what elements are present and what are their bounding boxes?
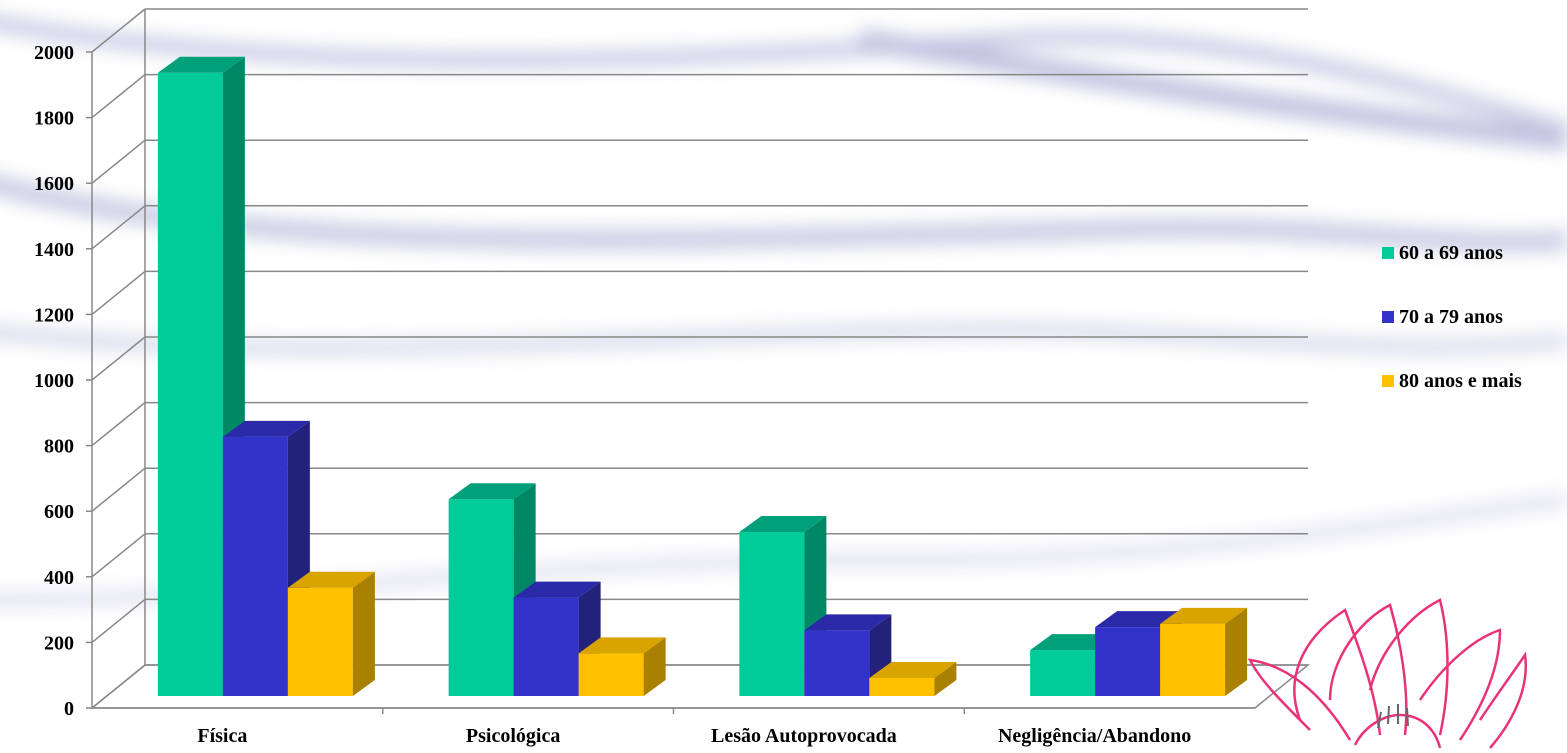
bar bbox=[578, 637, 666, 696]
bar-top bbox=[869, 661, 957, 678]
bar-front bbox=[513, 597, 579, 696]
gridline-side bbox=[91, 8, 146, 53]
y-tick-label: 1400 bbox=[34, 239, 74, 261]
bar-front bbox=[804, 630, 870, 696]
bar-front bbox=[869, 677, 935, 696]
bar-front bbox=[1030, 650, 1096, 696]
gridline-side bbox=[91, 270, 146, 315]
gridline-side bbox=[91, 402, 146, 447]
bar-top bbox=[222, 420, 310, 437]
y-tick-label: 200 bbox=[44, 632, 74, 654]
legend-label: 60 a 69 anos bbox=[1399, 241, 1503, 264]
legend-item-60-69: 60 a 69 anos bbox=[1382, 236, 1522, 270]
y-tick-label: 600 bbox=[44, 501, 74, 523]
x-tick-label: Negligência/Abandono bbox=[998, 725, 1191, 747]
y-tick-label: 1000 bbox=[34, 370, 74, 392]
x-tick-label: Lesão Autoprovocada bbox=[711, 725, 897, 747]
gridline-side bbox=[91, 205, 146, 250]
bar-front bbox=[157, 72, 223, 697]
legend-swatch bbox=[1382, 247, 1394, 259]
bar bbox=[287, 571, 375, 696]
bar bbox=[1160, 607, 1248, 696]
x-tick-label: Física bbox=[197, 725, 247, 747]
legend-swatch bbox=[1382, 311, 1394, 323]
bar-front bbox=[739, 532, 805, 696]
legend-label: 80 anos e mais bbox=[1399, 369, 1522, 392]
lotus-logo bbox=[1247, 598, 1528, 749]
legend-item-80-plus: 80 anos e mais bbox=[1382, 364, 1522, 398]
y-tick-label: 1600 bbox=[34, 173, 74, 195]
bar-side bbox=[352, 571, 375, 696]
y-tick-label: 2000 bbox=[34, 42, 74, 64]
bar-front bbox=[287, 587, 353, 696]
bar-top bbox=[287, 571, 375, 588]
gridline-side bbox=[91, 598, 146, 643]
chart-labels: 0 200 400 600 800 1000 1200 1400 1600 1800 2000 Fís… bbox=[34, 42, 1191, 747]
bar-side bbox=[643, 637, 666, 696]
y-tick-label: 0 bbox=[64, 698, 74, 720]
legend-label: 70 a 79 anos bbox=[1399, 305, 1503, 328]
bar-side bbox=[934, 661, 957, 696]
bar bbox=[869, 661, 957, 696]
bar-front bbox=[578, 653, 644, 696]
y-tick-label: 1200 bbox=[34, 304, 74, 326]
chart-legend: 60 a 69 anos 70 a 79 anos 80 anos e mais bbox=[1382, 236, 1522, 428]
x-tick-label: Psicológica bbox=[466, 725, 560, 747]
gridline-side bbox=[91, 467, 146, 512]
bar-front bbox=[1160, 623, 1226, 696]
bar-top bbox=[739, 516, 827, 532]
legend-item-70-79: 70 a 79 anos bbox=[1382, 300, 1522, 334]
bar-top bbox=[513, 581, 601, 598]
chart-bars bbox=[157, 56, 1248, 697]
y-tick-label: 800 bbox=[44, 436, 74, 458]
gridline-side bbox=[91, 74, 146, 119]
bar-top bbox=[804, 614, 892, 631]
bar-side bbox=[1225, 607, 1248, 696]
bar-top bbox=[578, 637, 666, 654]
gridline-side bbox=[91, 336, 146, 381]
bar-top bbox=[157, 56, 245, 73]
y-tick-label: 1800 bbox=[34, 108, 74, 130]
gridline-side bbox=[91, 139, 146, 184]
bar-top bbox=[448, 483, 536, 500]
legend-swatch bbox=[1382, 375, 1394, 387]
bar-front bbox=[1095, 627, 1161, 696]
bar-top bbox=[1095, 611, 1183, 628]
y-tick-label: 400 bbox=[44, 567, 74, 589]
bar-front bbox=[222, 436, 288, 696]
bar-front bbox=[448, 499, 514, 696]
gridline-side bbox=[91, 533, 146, 578]
bar-top bbox=[1160, 607, 1248, 624]
